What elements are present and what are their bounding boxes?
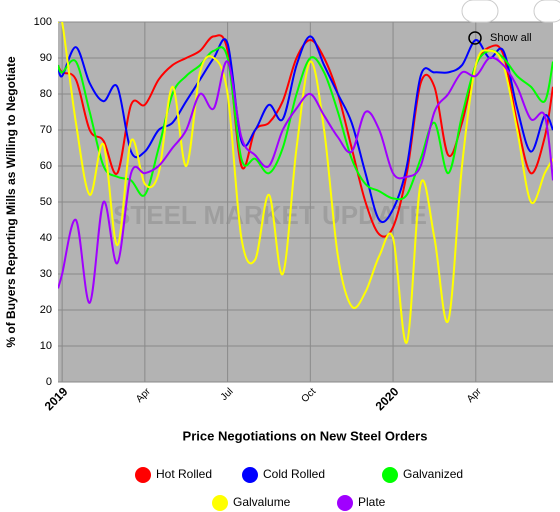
y-tick-label: 40 [40,232,52,244]
y-tick-label: 0 [46,376,52,388]
legend-label: Galvanized [403,467,463,481]
x-tick-label: Apr [465,386,484,405]
legend-label: Plate [358,495,386,509]
legend-marker [382,467,398,483]
watermark: STEEL MARKET UPDATE [113,200,427,230]
y-tick-label: 50 [40,196,52,208]
x-tick-label: Jul [219,386,236,403]
series-line [58,56,553,304]
y-tick-label: 60 [40,160,52,172]
legend-marker [337,495,353,511]
y-tick-label: 80 [40,88,52,100]
legend-label: Hot Rolled [156,467,212,481]
y-tick-label: 10 [40,340,52,352]
show-all-button[interactable]: Show all [490,32,532,44]
series-line [58,35,553,224]
y-tick-label: 20 [40,304,52,316]
legend-marker [242,467,258,483]
legend-label: Galvalume [233,495,291,509]
y-tick-label: 70 [40,124,52,136]
legend-marker [212,495,228,511]
button-icon [468,31,482,45]
x-tick-label: 2020 [373,384,402,413]
y-axis-title: % of Buyers Reporting Mills as Willing t… [4,56,18,348]
legend-marker [135,467,151,483]
legend-label: Cold Rolled [263,467,325,481]
scroll-handle [533,0,560,23]
x-tick-label: 2019 [42,384,71,413]
x-tick-label: Apr [134,386,153,405]
scroll-handle [461,0,499,23]
y-tick-label: 100 [34,16,52,28]
y-tick-label: 30 [40,268,52,280]
y-tick-label: 90 [40,52,52,64]
x-axis-title: Price Negotiations on New Steel Orders [183,428,428,443]
x-tick-label: Oct [300,386,319,405]
